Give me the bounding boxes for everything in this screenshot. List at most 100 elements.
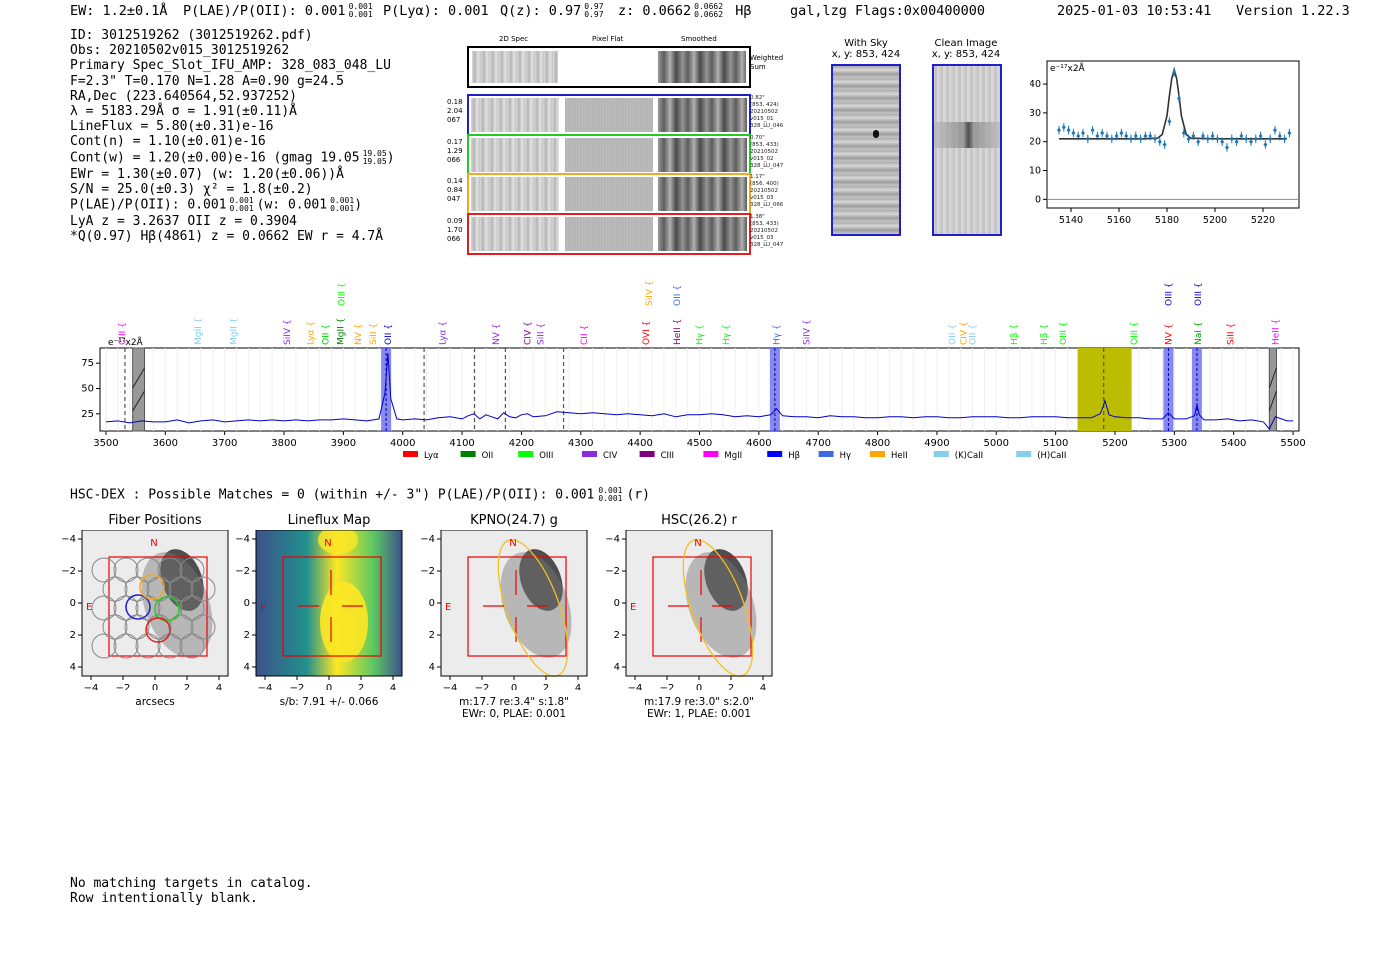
cutout-meta-line: 1.38" <box>750 213 765 220</box>
svg-text:(H)CaII: (H)CaII <box>1037 451 1066 461</box>
thumb-ytick-label: −4 <box>61 534 76 545</box>
info-sn: S/N = 25.0(±0.3) χ² = 1.8(±0.2) <box>70 181 313 197</box>
zoom-data-point <box>1258 131 1263 141</box>
cutout-stat: 066 <box>447 155 461 164</box>
header-flags: gal,lzg Flags:0x00400000 <box>790 3 986 19</box>
zoom-ytick-label: 20 <box>1030 137 1041 148</box>
zoom-data-point <box>1095 131 1100 141</box>
header-z: z: 0.0662 0.0662 0.0662 Hβ <box>618 2 752 20</box>
cutout-2d <box>471 177 559 211</box>
cutout-stat: 0.18 <box>447 98 463 106</box>
thumb-title: Fiber Positions <box>108 513 202 528</box>
zoom-data-point <box>1172 68 1177 77</box>
zoom-data-point <box>1282 134 1287 144</box>
clean-image <box>932 64 1002 236</box>
spectrum-line-label: OII { <box>948 324 958 345</box>
spectrum-xtick-label: 4600 <box>746 438 771 449</box>
zoom-data-point <box>1057 125 1061 135</box>
zoom-data-point <box>1085 134 1090 144</box>
spectrum-line-label: Hβ { <box>1010 324 1020 345</box>
thumb-ytick-label: −2 <box>235 566 250 577</box>
cutout-meta-line: 20210502 <box>750 148 778 155</box>
cutout-stat: 066 <box>447 234 461 243</box>
spectrum-ylabel: e⁻¹⁷x2Å <box>108 336 144 348</box>
zoom-ytick-label: 30 <box>1030 108 1041 119</box>
thumb-region-box <box>652 556 752 657</box>
info-plae: P(LAE)/P(OII): 0.001 0.001 0.001 (w: 0.001 0… <box>70 196 363 214</box>
cutout-row <box>467 212 751 255</box>
zoom-data-point <box>1201 131 1205 141</box>
lineflux-top-blob <box>318 530 358 554</box>
cutout-2d <box>471 216 559 251</box>
cutout-row <box>467 94 751 136</box>
spectrum-line-label: NaI { <box>1194 322 1204 346</box>
zoom-ytick-label: 10 <box>1030 166 1041 177</box>
cutout-meta-line: (853, 433) <box>750 141 779 148</box>
thumb-xtick-label: 0 <box>696 683 702 690</box>
thumb-title: HSC(26.2) r <box>661 513 737 528</box>
cutout-2d <box>471 137 559 172</box>
thumb-caption: m:17.9 re:3.0" s:2.0" EWr: 1, PLAE: 0.001 <box>606 696 792 720</box>
zoom-data-point <box>1153 134 1157 144</box>
fiber-circle <box>190 576 216 602</box>
zoom-plot-frame <box>1046 60 1300 209</box>
cutout-meta-line: v015_01 <box>750 116 774 122</box>
thumb-xtick-label: −2 <box>290 683 305 690</box>
zoom-data-point <box>1076 131 1081 141</box>
spectrum-line-label: OIII { <box>1164 282 1174 306</box>
spectrum-line-label: SiIV { <box>802 319 812 345</box>
info-ewr: EWr = 1.30(±0.07) (w: 1.20(±0.06))Å <box>70 166 344 182</box>
col-2d-spec-label: 2D Spec <box>499 35 529 43</box>
spectrum-line-label: OVI { <box>642 321 652 345</box>
zoom-data-point <box>1138 134 1143 144</box>
thumb-ytick-label: 4 <box>70 662 76 673</box>
thumb-ytick-label: 4 <box>614 662 620 673</box>
spectrum-xtick-label: 4900 <box>924 438 949 449</box>
thumb-ytick-label: −2 <box>61 566 76 577</box>
spectrum-yellow-band <box>1077 348 1132 431</box>
cutout-meta-line: (853, 433) <box>750 220 779 227</box>
east-label: E <box>445 602 451 613</box>
cutout-2d <box>471 98 559 132</box>
weighted-sum-panel <box>467 46 751 88</box>
svg-text:Hβ: Hβ <box>788 451 800 461</box>
spectrum-xtick-label: 5400 <box>1221 438 1246 449</box>
thumb-caption-line: s/b: 7.91 +/- 0.066 <box>279 696 379 708</box>
spectrum-line-label: OIII { <box>1194 282 1204 306</box>
zoom-data-point <box>1225 143 1229 152</box>
spectrum-line-label: MgII { <box>230 318 240 345</box>
spectrum-line-label: SiIV { <box>645 280 655 306</box>
thumb-xtick-label: 4 <box>216 683 222 690</box>
thumb-ytick-label: 2 <box>70 630 76 641</box>
spectrum-xtick-label: 5200 <box>1102 438 1127 449</box>
north-label: N <box>694 538 701 549</box>
cutout-stat: 0.14 <box>447 177 463 185</box>
north-label: N <box>150 538 157 549</box>
svg-text:CIV: CIV <box>603 451 617 461</box>
with-sky-title: With Sky x, y: 853, 424 <box>831 38 901 60</box>
thumb-panel: N E −4 4 −2 2 0 0 2 −2 4 −4 <box>235 530 403 690</box>
spectrum-ytick-label: 50 <box>81 383 94 394</box>
spectrum-line-label: CIV { <box>523 321 533 345</box>
fiber-circle <box>135 595 161 621</box>
spectrum-xtick-label: 5300 <box>1162 438 1187 449</box>
spectrum-legend-item: (K)CaII <box>933 451 983 461</box>
cutout-meta-line: 328_LU_047 <box>750 241 784 248</box>
fiber-circle <box>190 614 216 640</box>
thumb-panel: N E −4 4 −2 2 0 0 2 −2 4 −4 <box>61 530 229 690</box>
thumb-ytick-label: 2 <box>614 630 620 641</box>
spectrum-legend-item: HeII <box>870 451 908 461</box>
thumb-xtick-label: −2 <box>660 683 675 690</box>
spectrum-line-label: SiII { <box>1227 323 1237 345</box>
spectrum-line-label: SiIV { <box>283 319 293 345</box>
zoom-data-point <box>1105 131 1109 141</box>
thumb-title: KPNO(24.7) g <box>470 513 558 528</box>
galaxy-halo <box>141 552 213 658</box>
thumb-caption-line: arcsecs <box>135 696 175 708</box>
fiber-circle <box>179 595 205 621</box>
info-line: RA,Dec (223.640564,52.937252) <box>70 88 297 104</box>
cutout-row-stats: 0.18 2.04 067 <box>447 98 463 125</box>
galaxy-core <box>704 549 748 611</box>
spectrum-line-label: CII { <box>580 325 590 345</box>
weighted-2d-cutout <box>472 51 558 83</box>
